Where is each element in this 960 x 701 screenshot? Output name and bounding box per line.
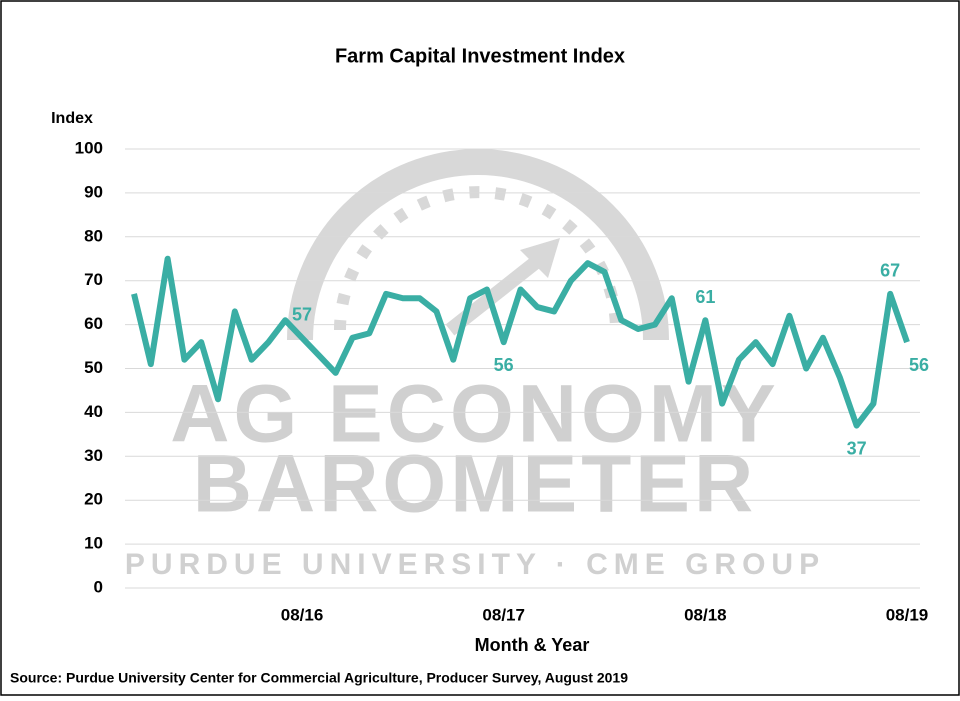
y-tick-label: 10 <box>84 534 103 553</box>
series-line <box>131 255 910 429</box>
y-tick-label: 20 <box>84 490 103 509</box>
x-tick-label: 08/19 <box>886 605 929 624</box>
source: Source: Purdue University Center for Com… <box>10 670 628 686</box>
x-axis-label: Month & Year <box>475 635 590 655</box>
y-tick-label: 40 <box>84 402 103 421</box>
x-tick-label: 08/18 <box>684 605 727 624</box>
chart-title: Farm Capital Investment Index <box>335 45 625 67</box>
data-label: 67 <box>880 261 900 281</box>
y-tick-label: 90 <box>84 182 103 201</box>
watermark-text: BAROMETER <box>193 439 757 530</box>
data-label: 57 <box>292 305 312 325</box>
data-label: 56 <box>909 355 929 375</box>
y-tick-label: 30 <box>84 446 103 465</box>
y-tick-label: 70 <box>84 270 103 289</box>
watermark-text: AG ECONOMY <box>170 369 779 460</box>
data-label: 37 <box>847 438 867 458</box>
data-label: 56 <box>494 355 514 375</box>
y-tick-label: 80 <box>84 226 103 245</box>
x-tick-label: 08/16 <box>281 605 324 624</box>
y-tick-label: 50 <box>84 358 103 377</box>
y-tick-label: 0 <box>94 577 103 596</box>
watermark-text: PURDUE UNIVERSITY · CME GROUP <box>125 548 825 581</box>
x-tick-label: 08/17 <box>482 605 525 624</box>
y-tick-label: 100 <box>75 138 103 157</box>
data-label: 61 <box>695 287 715 307</box>
y-tick-label: 60 <box>84 314 103 333</box>
y-axis-label: Index <box>51 110 93 127</box>
